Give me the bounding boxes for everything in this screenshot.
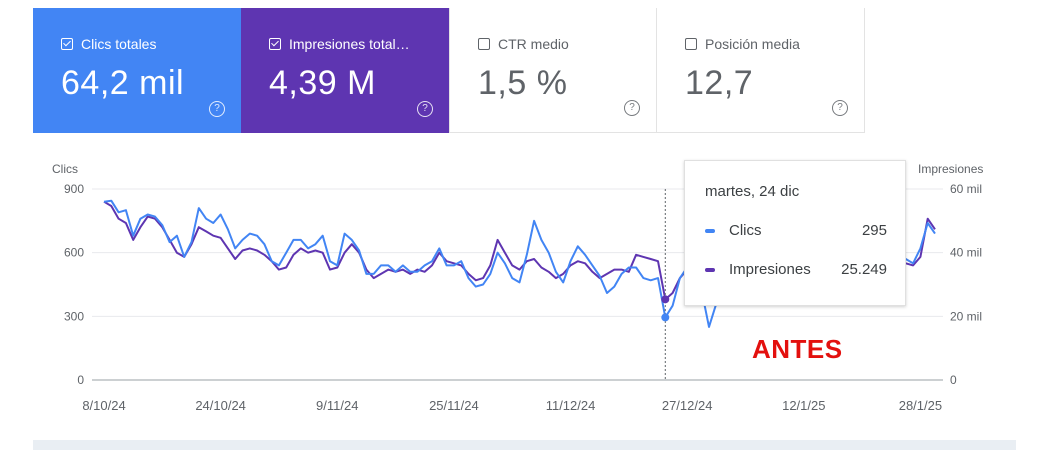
y-left-tick-label: 300 <box>64 309 84 323</box>
checkbox-unchecked-icon[interactable] <box>685 38 697 50</box>
help-icon[interactable]: ? <box>209 101 225 117</box>
metric-value: 64,2 mil <box>61 64 185 102</box>
y-left-tick-label: 600 <box>64 246 84 260</box>
chart-tooltip: martes, 24 dic Clics 295 Impresiones 25.… <box>684 160 906 306</box>
y-left-tick-label: 0 <box>77 373 84 387</box>
y-left-axis-title: Clics <box>52 162 78 176</box>
metric-average-ctr[interactable]: CTR medio 1,5 % ? <box>449 8 657 133</box>
x-tick-label: 28/1/25 <box>899 398 942 413</box>
metric-average-position[interactable]: Posición media 12,7 ? <box>657 8 865 133</box>
x-tick-label: 25/11/24 <box>429 398 479 413</box>
metric-label: Posición media <box>705 36 800 52</box>
checkbox-checked-icon[interactable] <box>61 38 73 50</box>
metric-label: Impresiones total… <box>289 36 410 52</box>
annotation-antes: ANTES <box>752 334 843 364</box>
y-right-axis-title: Impresiones <box>918 162 983 176</box>
tooltip-series-name: Clics <box>729 222 762 239</box>
checkbox-unchecked-icon[interactable] <box>478 38 490 50</box>
checkbox-checked-icon[interactable] <box>269 38 281 50</box>
page-background <box>0 0 33 450</box>
tooltip-series-name: Impresiones <box>729 261 811 278</box>
metric-total-clicks[interactable]: Clics totales 64,2 mil ? <box>33 8 241 133</box>
metric-value: 12,7 <box>685 64 754 102</box>
metric-value: 1,5 % <box>478 64 568 102</box>
tooltip-row-impressions: Impresiones 25.249 <box>705 261 887 278</box>
y-right-tick-label: 40 mil <box>950 246 982 260</box>
tooltip-series-value: 25.249 <box>841 261 887 278</box>
help-icon[interactable]: ? <box>417 101 433 117</box>
help-icon[interactable]: ? <box>832 100 848 116</box>
tooltip-date: martes, 24 dic <box>705 183 800 200</box>
tooltip-series-value: 295 <box>861 222 887 239</box>
x-tick-label: 24/10/24 <box>195 398 246 413</box>
y-right-tick-label: 60 mil <box>950 182 982 196</box>
clicks-swatch-icon <box>705 228 715 233</box>
x-tick-label: 12/1/25 <box>782 398 825 413</box>
metric-value: 4,39 M <box>269 64 376 102</box>
y-left-tick-label: 900 <box>64 182 84 196</box>
impressions-swatch-icon <box>705 267 715 272</box>
hover-point-impressions <box>661 295 670 304</box>
hover-point-clicks <box>661 313 670 322</box>
metric-label: Clics totales <box>81 36 157 52</box>
x-tick-label: 11/12/24 <box>546 398 596 413</box>
help-icon[interactable]: ? <box>624 100 640 116</box>
y-right-tick-label: 0 <box>950 373 957 387</box>
x-tick-label: 9/11/24 <box>316 398 358 413</box>
y-right-tick-label: 20 mil <box>950 309 982 323</box>
tooltip-row-clicks: Clics 295 <box>705 222 887 239</box>
metric-total-impressions[interactable]: Impresiones total… 4,39 M ? <box>241 8 449 133</box>
x-tick-label: 27/12/24 <box>662 398 713 413</box>
metric-label: CTR medio <box>498 36 569 52</box>
card-shadow-strip <box>33 440 1016 450</box>
x-tick-label: 8/10/24 <box>82 398 125 413</box>
